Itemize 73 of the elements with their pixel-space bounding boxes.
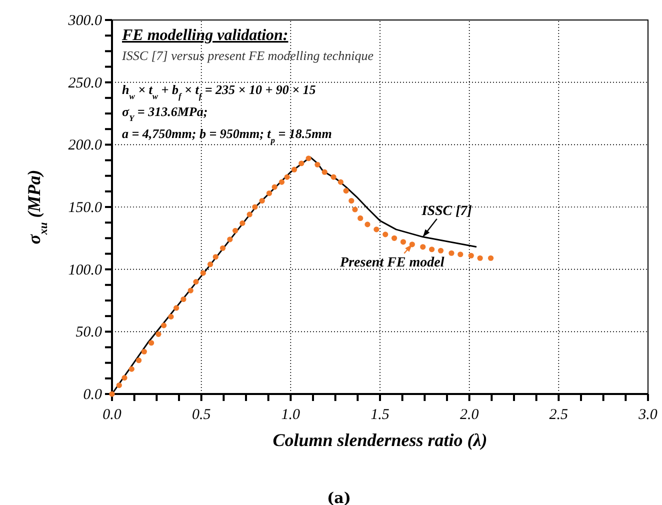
point <box>266 190 272 196</box>
point <box>438 248 444 254</box>
point <box>122 374 128 381</box>
point <box>200 270 206 276</box>
point <box>352 206 358 212</box>
series-label: ISSC [7] <box>420 204 472 219</box>
point <box>128 366 134 372</box>
point <box>246 212 252 218</box>
point <box>109 391 115 397</box>
legend-label: Present FE model <box>340 255 444 270</box>
point <box>252 204 258 210</box>
y-tick-label: 100.0 <box>68 262 102 278</box>
point <box>193 279 199 285</box>
x-tick-label: 0.0 <box>102 407 122 423</box>
x-axis-title: Column slenderness ratio (λ) <box>272 430 488 450</box>
y-tick-label: 150.0 <box>68 200 102 216</box>
x-tick-label: 1.0 <box>281 407 301 423</box>
point <box>400 239 406 245</box>
point <box>364 222 370 228</box>
point <box>488 255 494 261</box>
point <box>148 340 154 346</box>
annotation: σ$_{Y}$ = 313.6MPa; <box>122 104 208 123</box>
point <box>116 382 122 388</box>
point <box>298 160 304 166</box>
point <box>343 188 349 194</box>
point <box>220 245 226 251</box>
point <box>468 252 474 258</box>
point <box>168 314 174 320</box>
y-tick-label: 250.0 <box>68 75 102 92</box>
x-tick-label: 1.5 <box>370 407 390 423</box>
point <box>330 174 336 180</box>
point <box>306 156 312 162</box>
y-tick-label: 50.0 <box>76 324 102 341</box>
point <box>477 255 483 261</box>
y-tick-label: 300.0 <box>67 13 102 29</box>
text: (a) <box>327 489 351 505</box>
point <box>259 198 265 204</box>
point <box>272 184 278 190</box>
y-tick-label: 0.0 <box>83 387 102 403</box>
chart-title: FE modelling validation: <box>121 27 288 44</box>
point <box>240 220 246 226</box>
x-tick-label: 2.5 <box>549 407 569 423</box>
point <box>156 331 162 337</box>
point <box>382 232 388 238</box>
point <box>348 198 354 204</box>
point <box>232 228 238 234</box>
point <box>278 179 285 185</box>
point <box>207 262 214 268</box>
point <box>180 296 186 302</box>
point <box>429 246 435 252</box>
point <box>358 215 364 222</box>
point <box>188 288 194 294</box>
y-tick-label: 200.0 <box>68 138 102 154</box>
point <box>284 174 290 180</box>
point <box>391 235 398 241</box>
point <box>212 254 218 260</box>
x-tick-label: 0.5 <box>192 407 212 423</box>
point <box>458 252 464 258</box>
point <box>136 358 142 364</box>
point <box>174 305 180 311</box>
point <box>322 169 328 175</box>
x-tick-label: 2.0 <box>460 407 480 423</box>
point <box>448 250 454 256</box>
point <box>374 226 380 232</box>
point <box>227 236 233 242</box>
point <box>314 162 320 168</box>
x-tick-label: 3.0 <box>638 407 658 423</box>
text: ISSC [7] versus present FE modelling technique <box>121 48 374 63</box>
point <box>420 244 426 250</box>
point <box>338 179 344 185</box>
point <box>161 322 167 328</box>
point <box>141 348 147 354</box>
point <box>291 166 298 172</box>
